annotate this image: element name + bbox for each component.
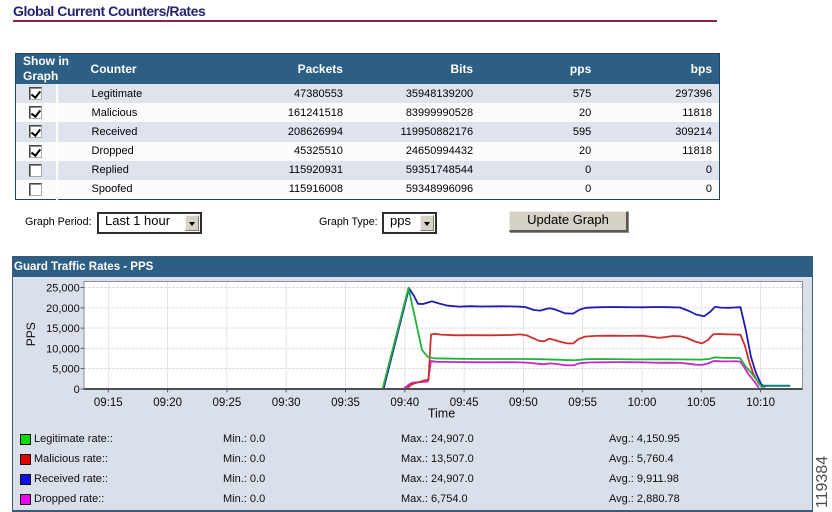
- svg-text:09:55: 09:55: [568, 397, 597, 409]
- svg-text:09:50: 09:50: [509, 397, 538, 409]
- svg-text:09:35: 09:35: [331, 397, 360, 409]
- svg-text:0: 0: [74, 384, 80, 396]
- svg-text:09:25: 09:25: [213, 397, 242, 409]
- svg-text:20,000: 20,000: [46, 303, 80, 315]
- svg-text:10:00: 10:00: [628, 397, 657, 409]
- svg-text:09:30: 09:30: [272, 397, 301, 409]
- svg-text:Time: Time: [428, 407, 455, 421]
- svg-text:10:10: 10:10: [746, 397, 775, 409]
- svg-text:PPS: PPS: [24, 322, 38, 346]
- svg-text:10:05: 10:05: [687, 397, 716, 409]
- svg-text:25,000: 25,000: [46, 283, 80, 295]
- svg-text:09:15: 09:15: [94, 397, 123, 409]
- svg-text:09:20: 09:20: [153, 397, 182, 409]
- svg-text:09:45: 09:45: [450, 397, 479, 409]
- svg-text:10,000: 10,000: [46, 343, 80, 355]
- svg-text:5,000: 5,000: [52, 364, 80, 376]
- svg-text:09:40: 09:40: [390, 397, 419, 409]
- svg-text:15,000: 15,000: [46, 323, 80, 335]
